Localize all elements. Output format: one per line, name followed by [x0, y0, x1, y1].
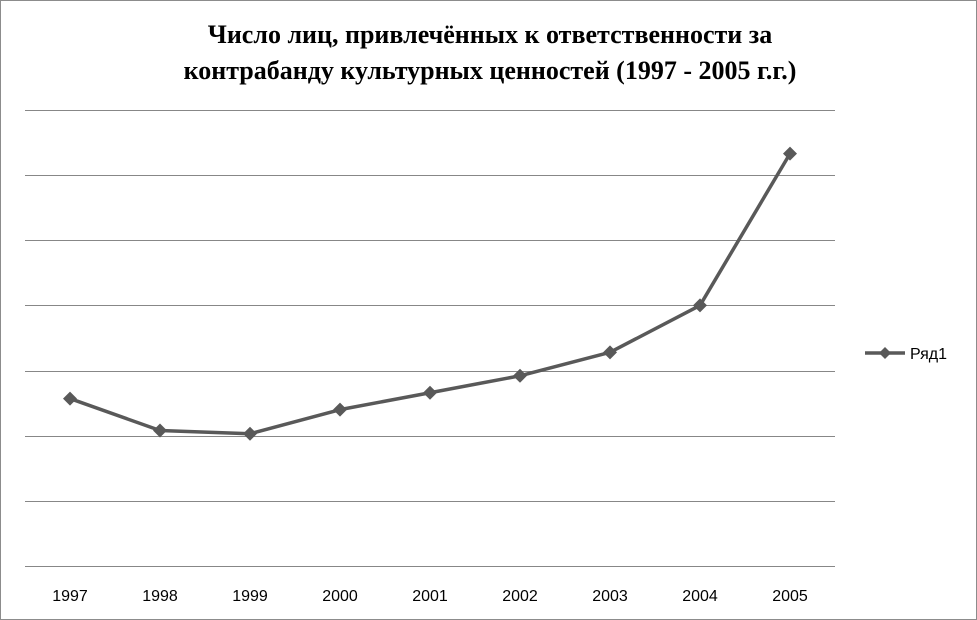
series-layer: [63, 146, 797, 441]
chart-title-line-1: Число лиц, привлечённых к ответственност…: [207, 20, 773, 49]
x-tick-label: 2000: [322, 588, 358, 605]
x-tick-label: 2003: [592, 588, 628, 605]
data-point: [153, 423, 167, 438]
x-tick-label: 2004: [682, 588, 718, 605]
data-point: [333, 402, 347, 417]
legend: Ряд1: [865, 346, 947, 363]
data-point: [603, 345, 617, 360]
x-tick-label: 2005: [772, 588, 808, 605]
x-tick-label: 2001: [412, 588, 448, 605]
data-point: [693, 298, 707, 313]
x-tick-label: 1999: [232, 588, 268, 605]
x-tick-labels: 1997 1998 1999 2000 2001 2002 2003 2004 2005: [52, 588, 808, 605]
x-tick-label: 1997: [52, 588, 88, 605]
data-point: [783, 146, 797, 161]
legend-diamond-icon: [879, 347, 891, 359]
chart-title-line-2: контрабанду культурных ценностей (1997 -…: [183, 56, 797, 85]
data-point: [63, 391, 77, 406]
data-point: [243, 426, 257, 441]
gridlines: [25, 110, 835, 567]
data-point: [423, 385, 437, 400]
x-tick-label: 1998: [142, 588, 178, 605]
legend-label: Ряд1: [910, 346, 947, 363]
data-point: [513, 368, 527, 383]
x-tick-label: 2002: [502, 588, 538, 605]
